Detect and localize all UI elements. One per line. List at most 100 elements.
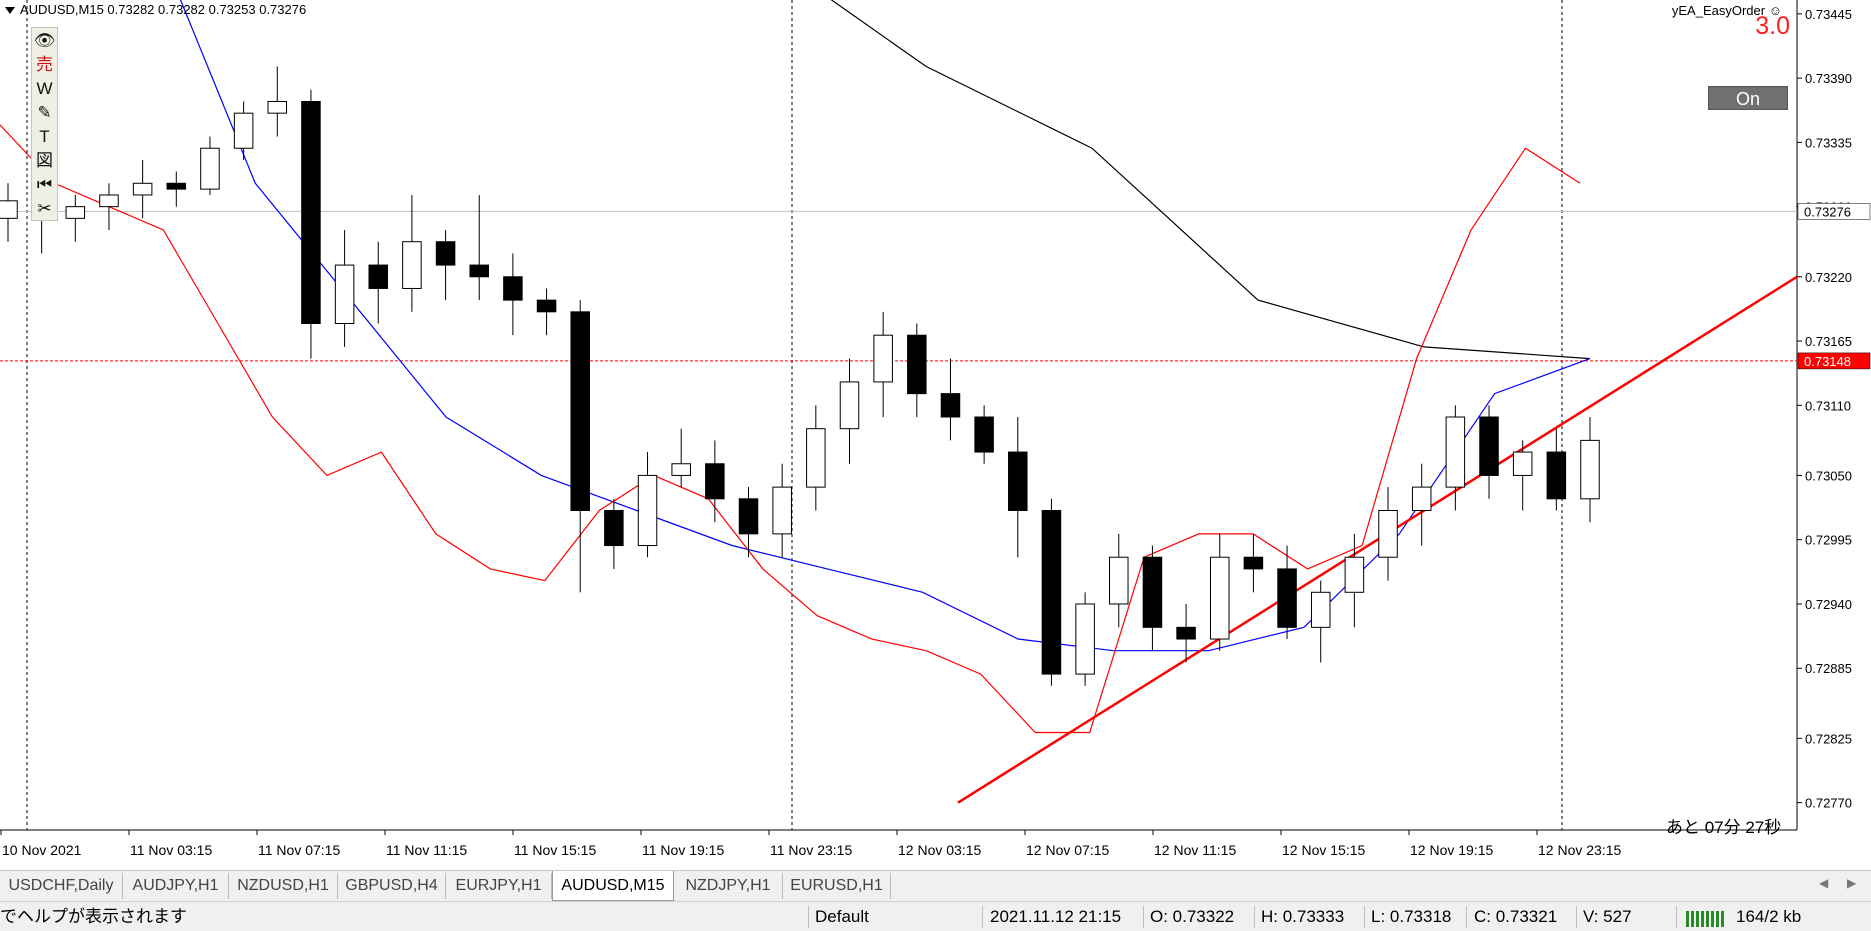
x-tick-label: 11 Nov 07:15 bbox=[258, 842, 340, 858]
tab-usdchf-daily[interactable]: USDCHF,Daily bbox=[0, 873, 123, 899]
tab-nzdusd-h1[interactable]: NZDUSD,H1 bbox=[229, 873, 338, 899]
pencil-icon[interactable]: ✎ bbox=[37, 102, 52, 122]
text-icon[interactable]: T bbox=[39, 126, 50, 146]
smile-icon: ☺ bbox=[1768, 3, 1782, 18]
y-tick-label: 0.73445 bbox=[1805, 7, 1852, 22]
x-tick-label: 11 Nov 15:15 bbox=[514, 842, 596, 858]
ea-toggle-button[interactable]: On bbox=[1708, 86, 1788, 110]
candle-up bbox=[1109, 556, 1129, 605]
candle-down bbox=[301, 100, 321, 325]
x-tick-label: 11 Nov 23:15 bbox=[770, 842, 852, 858]
candle-down bbox=[974, 416, 994, 453]
candle-down bbox=[1176, 626, 1196, 640]
current-price-label-bg bbox=[1797, 203, 1871, 220]
candle-up bbox=[1310, 591, 1331, 628]
candle-down bbox=[1142, 556, 1163, 628]
tab-gbpusd-h4[interactable]: GBPUSD,H4 bbox=[338, 873, 446, 899]
divider bbox=[982, 906, 983, 928]
candle-up bbox=[772, 486, 792, 535]
candle-down bbox=[604, 509, 624, 547]
scissors-icon[interactable]: ✂ bbox=[37, 198, 52, 218]
x-tick-label: 12 Nov 03:15 bbox=[898, 842, 981, 858]
tab-eurjpy-h1[interactable]: EURJPY,H1 bbox=[446, 873, 552, 899]
status-bar: でヘルプが表示されます Default 2021.11.12 21:15 O: … bbox=[0, 901, 1871, 931]
candle-up bbox=[839, 381, 860, 430]
x-tick-label: 10 Nov 2021 bbox=[2, 842, 82, 858]
candle-down bbox=[738, 498, 759, 535]
status-low: L: 0.73318 bbox=[1371, 907, 1452, 926]
y-tick-label: 0.73220 bbox=[1805, 270, 1852, 285]
candle-up bbox=[233, 112, 254, 149]
trendline bbox=[957, 275, 1798, 804]
order-price-label-bg bbox=[1797, 352, 1871, 370]
ma-fast-line bbox=[0, 124, 1581, 734]
candle-down bbox=[536, 299, 557, 313]
divider bbox=[1576, 906, 1577, 928]
status-traffic: 164/2 kb bbox=[1736, 907, 1802, 926]
x-tick-label: 12 Nov 07:15 bbox=[1026, 842, 1109, 858]
rewind-icon[interactable]: ⏮ bbox=[36, 174, 53, 194]
current-price-label: 0.73276 bbox=[1804, 204, 1851, 219]
status-open: O: 0.73322 bbox=[1150, 907, 1235, 926]
divider bbox=[1466, 906, 1467, 928]
candle-up bbox=[1512, 451, 1533, 476]
candle-up bbox=[1580, 439, 1600, 500]
status-profile: Default bbox=[815, 907, 869, 926]
x-tick-label: 12 Nov 19:15 bbox=[1410, 842, 1493, 858]
candle-down bbox=[1243, 556, 1264, 570]
candle-up bbox=[873, 334, 893, 383]
status-close: C: 0.73321 bbox=[1474, 907, 1558, 926]
x-tick-label: 12 Nov 23:15 bbox=[1538, 842, 1621, 858]
candle-up bbox=[1344, 556, 1365, 593]
price-chart[interactable]: 0.734450.733900.733350.732800.732200.731… bbox=[0, 0, 1871, 870]
eye-icon[interactable]: 👁 bbox=[33, 30, 56, 50]
candle-up bbox=[671, 463, 691, 476]
y-tick-label: 0.73110 bbox=[1805, 398, 1851, 413]
candle-down bbox=[435, 241, 456, 266]
candle-up bbox=[1075, 603, 1095, 675]
divider bbox=[1254, 906, 1255, 928]
bar-countdown: あと 07分 27秒 bbox=[1666, 818, 1782, 837]
ea-version: 3.0 bbox=[1755, 12, 1790, 40]
tab-audjpy-h1[interactable]: AUDJPY,H1 bbox=[123, 873, 229, 899]
chart-tabs: ◀ ▶ USDCHF,Daily AUDJPY,H1 NZDUSD,H1 GBPUSD… bbox=[0, 870, 1871, 901]
y-tick-label: 0.73335 bbox=[1805, 135, 1852, 150]
x-tick-label: 12 Nov 15:15 bbox=[1282, 842, 1365, 858]
candle-up bbox=[1445, 416, 1466, 488]
y-tick-label: 0.72825 bbox=[1805, 731, 1852, 746]
order-price-label: 0.73148 bbox=[1804, 354, 1851, 369]
divider bbox=[1364, 906, 1365, 928]
candle-up bbox=[1378, 509, 1398, 558]
tab-nzdjpy-h1[interactable]: NZDJPY,H1 bbox=[674, 873, 783, 899]
candle-down bbox=[368, 264, 389, 289]
connection-icon[interactable] bbox=[1686, 902, 1728, 931]
candle-down bbox=[570, 311, 590, 511]
chart-title: AUDUSD,M15 0.73282 0.73282 0.73253 0.732… bbox=[5, 2, 306, 17]
y-tick-label: 0.72770 bbox=[1805, 796, 1852, 811]
candle-down bbox=[907, 334, 927, 395]
y-tick-label: 0.73050 bbox=[1805, 468, 1852, 483]
tab-scroll-right-icon[interactable]: ▶ bbox=[1847, 876, 1857, 890]
tab-audusd-m15[interactable]: AUDUSD,M15 bbox=[552, 871, 674, 901]
y-tick-label: 0.72995 bbox=[1805, 533, 1852, 548]
x-tick-label: 12 Nov 11:15 bbox=[1154, 842, 1236, 858]
w-icon[interactable]: W bbox=[36, 78, 53, 98]
divider bbox=[1143, 906, 1144, 928]
candle-up bbox=[132, 182, 153, 196]
candle-up bbox=[637, 474, 658, 547]
y-tick-label: 0.72885 bbox=[1805, 661, 1852, 676]
caret-down-icon bbox=[5, 7, 15, 15]
candle-down bbox=[1041, 509, 1062, 675]
candle-up bbox=[334, 264, 355, 325]
sell-icon[interactable]: 売 bbox=[36, 54, 53, 74]
candle-up bbox=[806, 428, 826, 488]
ma-mid-line bbox=[179, 0, 1591, 652]
tab-scroll-left-icon[interactable]: ◀ bbox=[1819, 876, 1829, 890]
figure-icon[interactable]: 図 bbox=[36, 150, 53, 170]
candle-up bbox=[1209, 556, 1230, 640]
chart-area[interactable]: 0.734450.733900.733350.732800.732200.731… bbox=[0, 0, 1871, 870]
y-tick-label: 0.73165 bbox=[1805, 334, 1852, 349]
tab-eurusd-h1[interactable]: EURUSD,H1 bbox=[783, 873, 891, 899]
candle-down bbox=[503, 276, 523, 301]
candle-down bbox=[1008, 451, 1028, 511]
